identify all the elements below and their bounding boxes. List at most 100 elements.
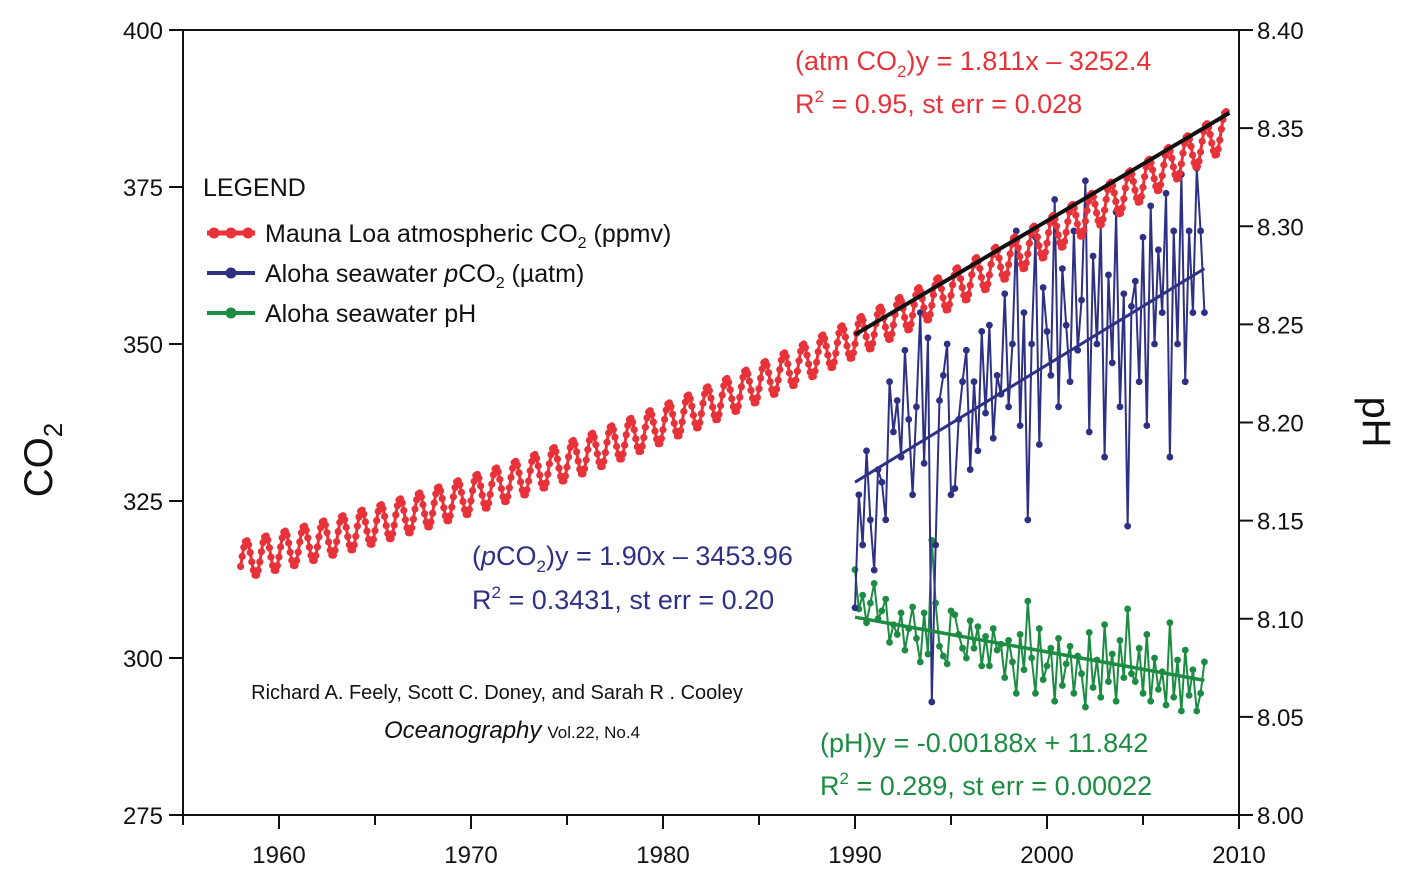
aloha-pco2-point: [1120, 290, 1128, 298]
mauna-loa-point: [1174, 174, 1182, 183]
mauna-loa-point: [1177, 160, 1185, 168]
mauna-loa-point: [401, 516, 409, 524]
mauna-loa-point: [419, 500, 427, 509]
mauna-loa-point: [621, 441, 629, 449]
mauna-loa-point: [584, 446, 592, 454]
x-tick-label-1960: 1960: [252, 842, 305, 869]
aloha-pco2-point: [1009, 340, 1016, 348]
mauna-loa-point: [379, 504, 387, 513]
annotation-pco2-line1-pre: (: [472, 541, 481, 571]
aloha-pco2-point: [1005, 403, 1012, 411]
aloha-pco2-point: [893, 397, 901, 404]
aloha-pco2-point: [1051, 196, 1059, 203]
mauna-loa-point: [849, 349, 858, 357]
aloha-pco2-point: [993, 372, 1001, 379]
mauna-loa-point: [957, 275, 965, 283]
mauna-loa-point: [545, 460, 554, 468]
aloha-ph-point: [1028, 654, 1036, 662]
mauna-loa-point: [744, 370, 752, 378]
mauna-loa-point: [296, 538, 304, 546]
mauna-loa-point: [1043, 239, 1051, 247]
trend-lines: [853, 111, 1231, 683]
mauna-loa-point: [478, 491, 486, 499]
mauna-loa-point: [294, 548, 302, 556]
mauna-loa-point: [449, 493, 457, 501]
mauna-loa-point: [813, 358, 821, 366]
aloha-pco2-point: [1197, 227, 1204, 235]
legend-label-pco2-italic: p: [443, 260, 458, 288]
aloha-ph-point: [1112, 697, 1120, 705]
mauna-loa-point: [737, 383, 746, 391]
aloha-pco2-point: [986, 321, 993, 329]
mauna-loa-point: [363, 527, 371, 535]
mauna-loa-point: [736, 393, 744, 401]
aloha-ph-point: [1024, 597, 1032, 605]
mauna-loa-point: [507, 473, 515, 482]
x-tick-label-2010: 2010: [1212, 842, 1265, 869]
aloha-pco2-point: [1066, 378, 1074, 386]
aloha-ph-point: [1032, 689, 1039, 697]
mauna-loa-point: [1024, 250, 1032, 258]
mauna-loa-point: [630, 426, 638, 434]
y-left-axis-title: CO2: [17, 423, 68, 497]
mauna-loa-point: [1022, 259, 1030, 267]
aloha-ph-point: [1085, 629, 1093, 636]
mauna-loa-point: [609, 426, 618, 434]
legend-label-mauna-loa-sub: 2: [578, 235, 587, 252]
mauna-loa-point: [1064, 218, 1072, 226]
mauna-loa-point: [523, 486, 531, 494]
mauna-loa-point: [265, 544, 273, 552]
annotation-atm-line1: (atm CO2)y = 1.811x – 3252.4: [795, 46, 1151, 81]
y-right-tick-label-8.20: 8.20: [1257, 411, 1304, 438]
mauna-loa-point: [947, 291, 955, 300]
mauna-loa-point: [427, 518, 435, 526]
aloha-pco2-point: [1101, 453, 1108, 461]
mauna-loa-point: [1102, 195, 1110, 204]
mauna-loa-point: [928, 301, 936, 310]
mauna-loa-point: [313, 543, 321, 551]
mauna-loa-point: [888, 330, 896, 338]
credit-volume: Vol.22, No.4: [547, 723, 640, 742]
mauna-loa-point: [878, 307, 886, 315]
mauna-loa-point: [715, 410, 723, 419]
mauna-loa-point: [1197, 148, 1205, 156]
y-left-tick-label-400: 400: [123, 18, 163, 45]
aloha-pco2-point: [959, 378, 966, 386]
mauna-loa-point: [640, 433, 648, 442]
legend-swatch-dot-mauna-loa-3: [242, 227, 254, 239]
aloha-pco2-point: [1170, 227, 1178, 235]
aloha-pco2-point: [982, 409, 989, 417]
aloha-ph-point: [989, 625, 997, 632]
mauna-loa-point: [446, 512, 454, 520]
aloha-ph-point: [1016, 631, 1024, 638]
annotation-ph-line2-pre: R: [820, 771, 840, 801]
aloha-ph-point: [986, 662, 993, 670]
aloha-ph-point: [1162, 701, 1170, 709]
mauna-loa-point: [811, 367, 819, 375]
atm-co2-trend-line: [853, 111, 1231, 337]
aloha-ph-point: [1035, 625, 1043, 632]
aloha-pco2-point: [1012, 227, 1020, 235]
annotation-atm-line2: R2 = 0.95, st err = 0.028: [795, 87, 1082, 119]
aloha-ph-point: [886, 638, 893, 646]
mauna-loa-point: [851, 340, 859, 348]
mauna-loa-point: [526, 467, 534, 475]
aloha-ph-point: [1193, 707, 1201, 715]
mauna-loa-point: [1072, 211, 1080, 219]
mauna-loa-point: [305, 543, 313, 551]
mauna-loa-point: [390, 521, 398, 529]
aloha-ph-point: [924, 650, 932, 658]
mauna-loa-point: [1120, 195, 1128, 203]
mauna-loa-point: [907, 320, 915, 328]
mauna-loa-point: [745, 377, 754, 385]
aloha-ph-point: [1131, 678, 1139, 685]
annotation-ph-line2: R2 = 0.289, st err = 0.00022: [820, 769, 1152, 801]
aloha-ph-point: [993, 646, 1001, 654]
aloha-ph-point: [1143, 631, 1151, 638]
aloha-pco2-point: [1078, 296, 1085, 304]
mauna-loa-point: [1054, 231, 1062, 239]
annotation-atm-line1-pre: (atm CO: [795, 46, 897, 76]
annotation-pco2-line1: (pCO2)y = 1.90x – 3453.96: [472, 541, 793, 576]
annotation-atm-line2-sup: 2: [815, 87, 824, 106]
aloha-ph-point: [1166, 619, 1174, 627]
